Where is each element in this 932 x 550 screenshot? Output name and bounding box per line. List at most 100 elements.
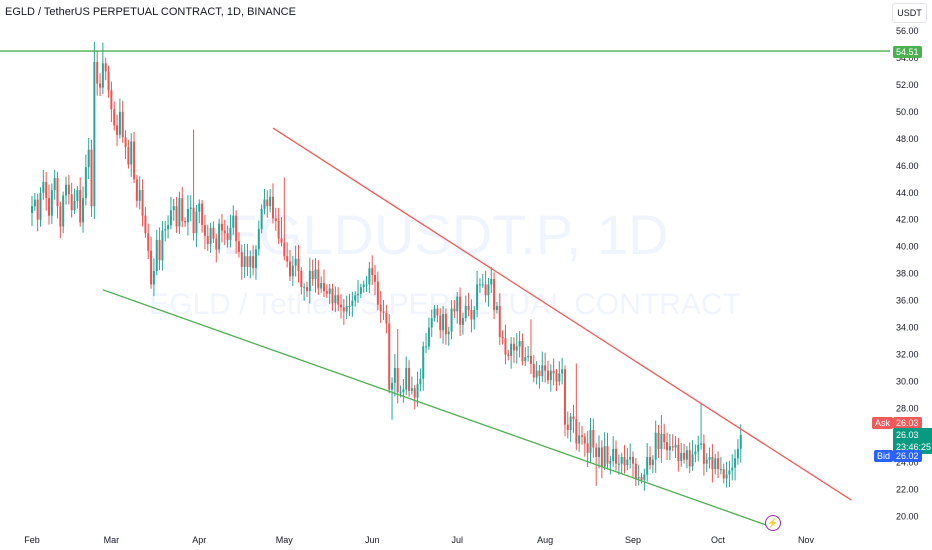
candle-body	[459, 296, 462, 325]
candle-body	[498, 305, 501, 337]
candle-body	[433, 308, 436, 319]
y-tick-label: 24.00	[896, 457, 919, 467]
candle-body	[172, 206, 175, 211]
candle-body	[351, 300, 354, 306]
candle-body	[48, 198, 51, 216]
candle-body	[186, 208, 189, 223]
candle-body	[286, 256, 289, 262]
candle-body	[385, 312, 388, 324]
drawing-layer[interactable]	[0, 50, 890, 528]
candle-body	[121, 111, 124, 138]
candle-body	[96, 62, 99, 84]
y-tick-label: 20.00	[896, 511, 919, 521]
candle-body	[371, 268, 374, 275]
candle-body	[532, 363, 535, 378]
candle-body	[609, 461, 612, 464]
candle-body	[402, 389, 405, 393]
candle-body	[617, 463, 620, 465]
candle-body	[552, 370, 555, 374]
y-tick-label: 40.00	[896, 242, 919, 252]
currency-button[interactable]: USDT	[892, 3, 927, 23]
candle-body	[164, 229, 167, 231]
candle-body	[586, 443, 589, 453]
candle-body	[651, 459, 654, 466]
y-tick-label: 22.00	[896, 484, 919, 494]
candle-body	[201, 203, 204, 226]
candle-body	[283, 242, 286, 257]
lightning-icon[interactable]: ⚡	[765, 515, 781, 531]
candle-body	[237, 241, 240, 253]
candle-body	[84, 167, 87, 199]
candle-body	[425, 346, 428, 348]
symbol-watermark: EGLDUSDT.P, 1D EGLD / TetherUS PERPETUAL…	[149, 203, 741, 321]
candle-body	[368, 268, 371, 285]
bar-countdown: 23:46:25	[896, 442, 932, 452]
candle-body	[717, 458, 720, 470]
candle-body	[734, 458, 737, 468]
y-tick-label: 52.00	[896, 80, 919, 90]
candle-body	[303, 287, 306, 289]
candle-body	[615, 448, 618, 464]
y-tick-label: 28.00	[896, 403, 919, 413]
candle-body	[70, 194, 73, 211]
candle-body	[141, 190, 144, 216]
candle-body	[184, 221, 187, 223]
candle-body	[566, 424, 569, 431]
candle-body	[507, 354, 510, 356]
candle-body	[632, 456, 635, 464]
candle-body	[538, 370, 541, 377]
candle-body	[130, 141, 133, 165]
candle-body	[133, 141, 136, 180]
candle-body	[501, 336, 504, 339]
candle-body	[209, 227, 212, 244]
candle-body	[711, 456, 714, 470]
candle-body	[649, 456, 652, 466]
candle-body	[269, 196, 272, 207]
candle-body	[297, 258, 300, 271]
candle-body	[510, 343, 513, 356]
candle-body	[223, 230, 226, 234]
candle-body	[430, 318, 433, 328]
candle-body	[518, 341, 521, 347]
time-axis[interactable]: Feb Mar Apr May Jun Jul Aug Sep Oct Nov	[24, 535, 814, 545]
candle-body	[623, 456, 626, 466]
candle-body	[67, 184, 70, 195]
candle-body	[427, 327, 430, 347]
candle-body	[558, 373, 561, 382]
watermark-symbol: EGLDUSDT.P, 1D	[221, 203, 668, 266]
candle-body	[305, 287, 308, 292]
candle-body	[56, 177, 59, 207]
candle-body	[317, 269, 320, 289]
candle-body	[215, 238, 218, 250]
candle-body	[104, 63, 107, 72]
candle-body	[728, 470, 731, 475]
candle-body	[263, 199, 266, 209]
candle-body	[495, 305, 498, 311]
candle-body	[365, 284, 368, 286]
candle-body	[203, 225, 206, 236]
candle-body	[643, 474, 646, 480]
candle-body	[555, 373, 558, 382]
candle-body	[362, 284, 365, 288]
candle-body	[612, 448, 615, 462]
candle-body	[79, 190, 82, 223]
candle-body	[731, 467, 734, 471]
last-price-value: 26.03	[896, 430, 919, 440]
candle-body	[252, 256, 255, 269]
candle-body	[436, 308, 439, 316]
candle-body	[620, 456, 623, 464]
candle-body	[450, 308, 453, 332]
candle-body	[637, 477, 640, 479]
candle-body	[572, 416, 575, 420]
candle-body	[578, 435, 581, 444]
candle-body	[677, 444, 680, 462]
candle-body	[152, 270, 155, 285]
candle-body	[470, 310, 473, 320]
candle-body	[232, 215, 235, 228]
candle-body	[192, 207, 195, 234]
candle-body	[484, 284, 487, 296]
candle-body	[654, 432, 657, 460]
bid-price-tag: 26.02	[893, 450, 922, 462]
candle-body	[31, 206, 33, 213]
